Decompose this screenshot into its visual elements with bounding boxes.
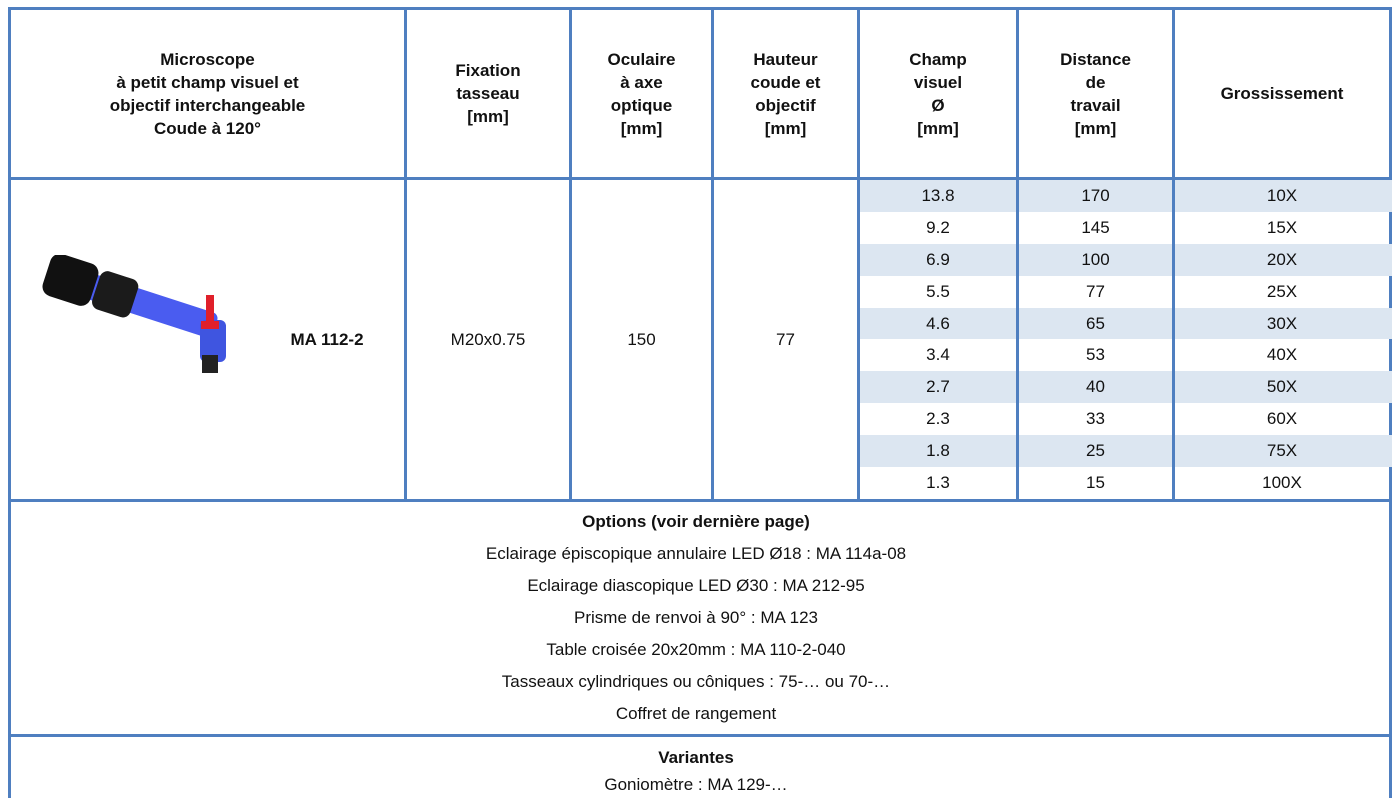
border bbox=[404, 7, 407, 501]
row-shade bbox=[858, 243, 1392, 276]
row-shade bbox=[858, 371, 1392, 404]
cell: 1.8 bbox=[926, 441, 950, 461]
cell: 10X bbox=[1266, 185, 1298, 205]
cell: 150 bbox=[627, 329, 656, 349]
header-cell: Grossissement bbox=[1220, 84, 1344, 103]
option-item: Eclairage épiscopique annulaire LED Ø18 … bbox=[485, 544, 907, 563]
cell: 53 bbox=[1086, 345, 1105, 365]
cell: 77 bbox=[776, 329, 795, 349]
cell: 5.5 bbox=[926, 281, 950, 301]
header-cell: Oculaire à axe optique [mm] bbox=[607, 49, 676, 138]
cell: 100X bbox=[1262, 473, 1302, 493]
row-shade bbox=[858, 180, 1392, 212]
cell: 25 bbox=[1086, 441, 1105, 461]
cell: 170 bbox=[1081, 185, 1110, 205]
cell: 40X bbox=[1266, 345, 1298, 365]
header-cell: Microscope à petit champ visuel et objec… bbox=[109, 49, 306, 138]
border bbox=[8, 734, 1392, 737]
cell: 145 bbox=[1081, 217, 1110, 237]
cell: 15X bbox=[1266, 217, 1298, 237]
cell: M20x0.75 bbox=[450, 329, 526, 349]
cell: 60X bbox=[1266, 409, 1298, 429]
header-cell: Fixation tasseau [mm] bbox=[455, 61, 521, 126]
header-cell: Hauteur coude et objectif [mm] bbox=[750, 49, 821, 138]
product-name: MA 112-2 bbox=[290, 329, 364, 349]
border bbox=[8, 7, 11, 798]
header-cell: Champ visuel Ø [mm] bbox=[909, 49, 967, 138]
border bbox=[857, 7, 860, 501]
cell: 3.4 bbox=[926, 345, 950, 365]
option-item: Tasseaux cylindriques ou côniques : 75-…… bbox=[501, 672, 891, 691]
option-item: Table croisée 20x20mm : MA 110-2-040 bbox=[546, 640, 846, 659]
header-cell: Distance de travail [mm] bbox=[1060, 49, 1131, 138]
border bbox=[1016, 7, 1019, 501]
cell: 50X bbox=[1266, 377, 1298, 397]
option-item: Coffret de rangement bbox=[615, 704, 777, 723]
cell: 100 bbox=[1081, 249, 1110, 269]
cell: 6.9 bbox=[926, 249, 950, 269]
cell: 33 bbox=[1086, 409, 1105, 429]
cell: 20X bbox=[1266, 249, 1298, 269]
cell: 65 bbox=[1086, 313, 1105, 333]
cell: 1.3 bbox=[926, 473, 950, 493]
option-item: Eclairage diascopique LED Ø30 : MA 212-9… bbox=[527, 576, 865, 595]
cell: 13.8 bbox=[921, 185, 955, 205]
row-shade bbox=[858, 307, 1392, 340]
section-title: Variantes bbox=[658, 748, 734, 767]
cell: 30X bbox=[1266, 313, 1298, 333]
section-title: Options (voir dernière page) bbox=[582, 512, 810, 531]
cell: 2.3 bbox=[926, 409, 950, 429]
variant-item: Goniomètre : MA 129-… bbox=[604, 775, 788, 794]
border bbox=[8, 177, 1392, 180]
cell: 2.7 bbox=[926, 377, 950, 397]
row-shade bbox=[858, 435, 1392, 468]
cell: 15 bbox=[1086, 473, 1105, 493]
border bbox=[8, 7, 1392, 10]
cell: 4.6 bbox=[926, 313, 950, 333]
cell: 75X bbox=[1266, 441, 1298, 461]
cell: 9.2 bbox=[926, 217, 950, 237]
cell: 40 bbox=[1086, 377, 1105, 397]
cell: 25X bbox=[1266, 281, 1298, 301]
cell: 77 bbox=[1086, 281, 1105, 301]
product-image bbox=[42, 255, 226, 373]
option-item: Prisme de renvoi à 90° : MA 123 bbox=[574, 608, 818, 627]
border bbox=[569, 7, 572, 501]
border bbox=[8, 499, 1392, 502]
border bbox=[1172, 7, 1175, 501]
border bbox=[711, 7, 714, 501]
